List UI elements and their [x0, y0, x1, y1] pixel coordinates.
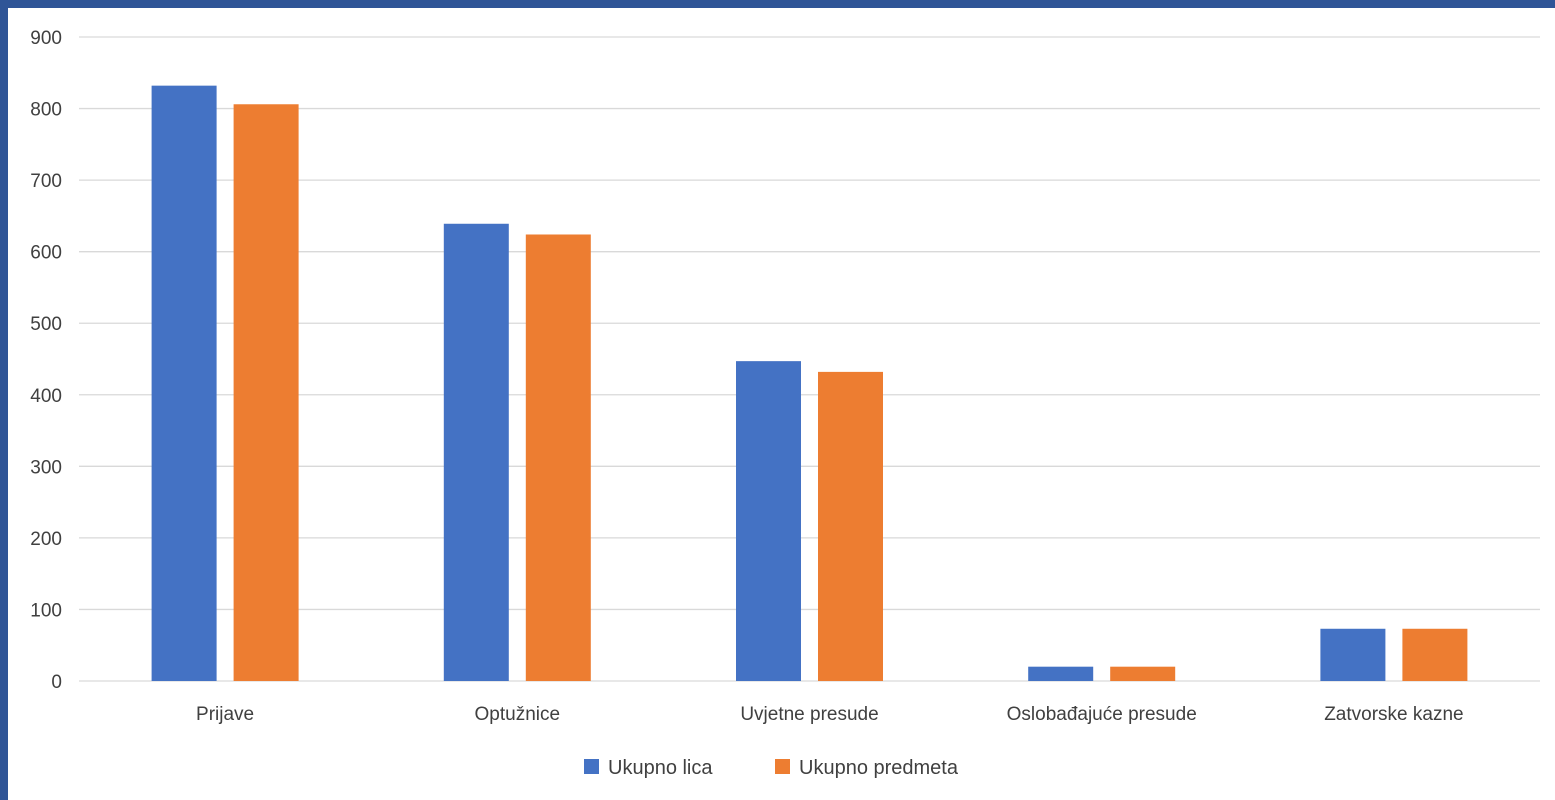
bar-ukupno-lica: [736, 361, 801, 681]
legend: Ukupno lica Ukupno predmeta: [584, 757, 959, 779]
x-tick-label: Uvjetne presude: [740, 704, 878, 725]
y-tick-label: 500: [30, 314, 62, 335]
y-axis-ticks: 0 100 200 300 400 500 600 700 800 900: [30, 28, 62, 693]
y-tick-label: 600: [30, 243, 62, 264]
bar-ukupno-predmeta: [233, 104, 299, 682]
bar-ukupno-lica: [1028, 666, 1094, 681]
x-tick-label: Oslobađajuće presude: [1007, 704, 1197, 725]
bar-chart: 0 100 200 300 400 500 600 700 800 900 Prijave Optu…: [30, 28, 1540, 779]
bar-ukupno-predmeta: [1402, 628, 1468, 681]
x-tick-label: Prijave: [196, 704, 254, 725]
bar-ukupno-lica: [1320, 628, 1386, 681]
chart-frame: 0 100 200 300 400 500 600 700 800 900 Prijave Optu…: [8, 8, 1555, 800]
y-tick-label: 300: [30, 457, 62, 478]
bar-ukupno-lica: [151, 85, 217, 681]
legend-label: Ukupno lica: [608, 757, 713, 779]
y-tick-label: 700: [30, 171, 62, 192]
y-tick-label: 200: [30, 529, 62, 550]
y-tick-label: 100: [30, 600, 62, 621]
y-tick-label: 800: [30, 100, 62, 121]
x-tick-label: Zatvorske kazne: [1324, 704, 1463, 725]
legend-label: Ukupno predmeta: [799, 757, 959, 779]
legend-swatch: [584, 759, 599, 774]
legend-swatch: [775, 759, 790, 774]
y-tick-label: 400: [30, 386, 62, 407]
x-axis-ticks: Prijave Optužnice Uvjetne presude Oslobađaj…: [196, 704, 1464, 725]
bar-ukupno-predmeta: [1110, 666, 1176, 681]
bar-ukupno-lica: [443, 223, 509, 681]
bar-ukupno-predmeta: [525, 234, 591, 681]
y-tick-label: 0: [51, 672, 62, 693]
bar-ukupno-predmeta: [818, 371, 883, 681]
y-tick-label: 900: [30, 28, 62, 49]
gridlines: [79, 36, 1540, 682]
x-tick-label: Optužnice: [475, 704, 561, 725]
bars: [151, 85, 1468, 682]
